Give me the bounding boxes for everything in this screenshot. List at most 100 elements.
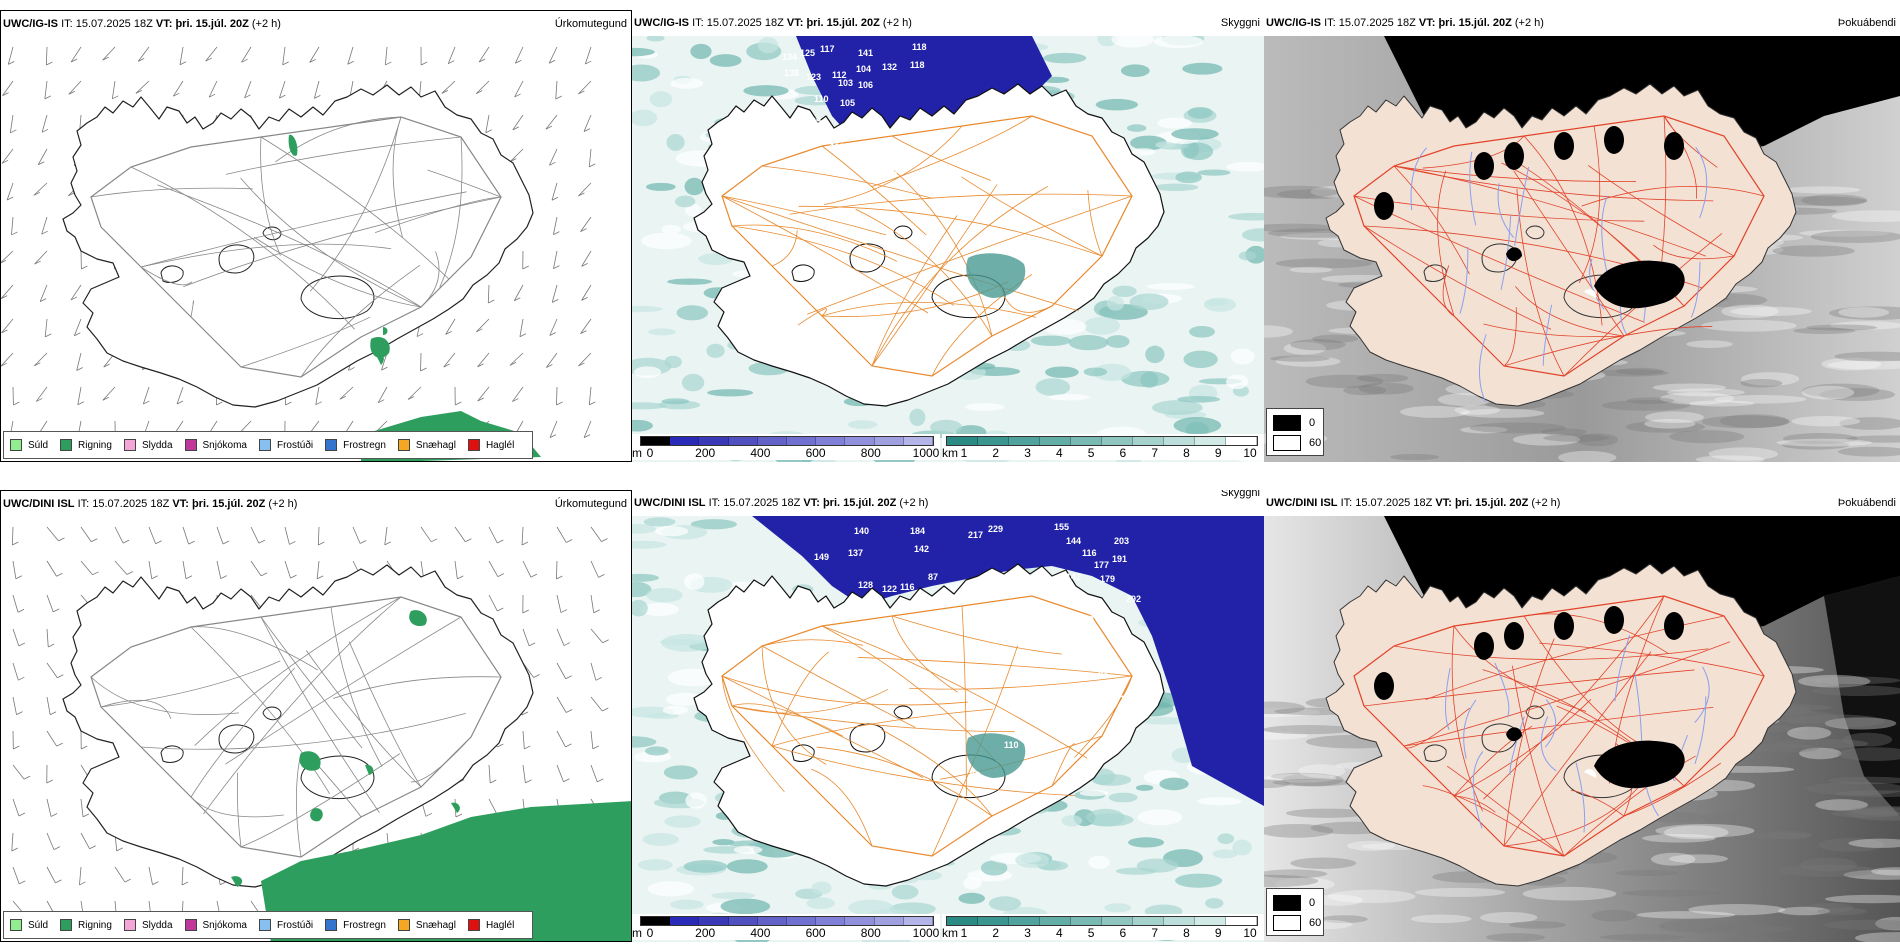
wind-barb bbox=[80, 832, 96, 850]
wind-barb-staff bbox=[114, 526, 124, 544]
legend-tick-label: 5 bbox=[1087, 926, 1095, 940]
visibility-cell bbox=[685, 792, 707, 809]
fog-swirl bbox=[1264, 707, 1320, 717]
wind-barb-flag bbox=[16, 711, 23, 716]
road bbox=[961, 176, 1103, 257]
visibility-cell bbox=[655, 526, 689, 537]
wind-barb-flag bbox=[318, 541, 325, 546]
wind-barb-flag bbox=[583, 128, 591, 132]
wind-barb-staff bbox=[590, 526, 602, 542]
wind-barb bbox=[475, 80, 490, 94]
precip-legend-label: Slydda bbox=[141, 919, 173, 931]
wind-barb-staff bbox=[478, 46, 490, 63]
river bbox=[1463, 699, 1477, 759]
wind-barb-staff bbox=[581, 284, 592, 301]
road bbox=[871, 186, 1048, 367]
visibility-cell bbox=[1173, 416, 1222, 435]
fog-swirl bbox=[1285, 808, 1369, 818]
visibility-cell bbox=[726, 859, 768, 874]
wind-barb-staff bbox=[114, 866, 126, 883]
fog-swirl bbox=[1817, 907, 1867, 916]
rain-area bbox=[299, 751, 321, 771]
visibility-cell bbox=[1088, 855, 1110, 869]
road bbox=[893, 170, 993, 337]
wind-barb-staff bbox=[12, 696, 17, 715]
wind-barb-staff bbox=[44, 80, 48, 99]
fog-swirl bbox=[1669, 854, 1728, 864]
fog-swirl bbox=[1732, 832, 1812, 839]
visibility-cell bbox=[632, 581, 652, 598]
fog-swirl bbox=[1721, 304, 1779, 319]
legend-ticks: 0 200 400 600 800 1000 bbox=[632, 926, 940, 940]
wind-barb bbox=[44, 80, 52, 100]
legend-color-step bbox=[1071, 437, 1102, 445]
fog-swirl bbox=[1486, 933, 1546, 942]
road bbox=[824, 125, 963, 206]
visibility-value-label: 144 bbox=[1066, 536, 1081, 546]
wind-barb-flag bbox=[525, 779, 532, 784]
wind-barb-flag bbox=[556, 401, 563, 406]
wind-barb-flag bbox=[6, 196, 14, 201]
panel-header: UWC/IG-IS IT: 15.07.2025 18Z VT: þri. 15… bbox=[1264, 10, 1900, 36]
fog-swirl bbox=[1664, 825, 1729, 840]
wind-barb-flag bbox=[89, 845, 96, 850]
wind-barb bbox=[556, 662, 572, 680]
wind-barb-staff bbox=[377, 386, 388, 403]
road bbox=[1393, 165, 1636, 182]
legend-color-step bbox=[1195, 437, 1226, 445]
fog-swirl bbox=[1275, 877, 1335, 892]
wind-barb-flag bbox=[13, 745, 20, 750]
fog-swirl bbox=[1810, 230, 1900, 243]
road bbox=[1512, 665, 1565, 857]
wind-barb-flag bbox=[378, 399, 385, 404]
wind-barb bbox=[44, 318, 52, 338]
wind-barb bbox=[551, 284, 559, 303]
road bbox=[1442, 265, 1455, 317]
road bbox=[190, 300, 195, 318]
wind-barb-flag bbox=[208, 93, 216, 98]
road bbox=[1503, 651, 1652, 847]
wind-barb-flag bbox=[478, 58, 486, 63]
wind-barb-staff bbox=[315, 386, 320, 405]
visibility-cell bbox=[1152, 400, 1203, 416]
wind-barb-flag bbox=[216, 401, 223, 406]
fog-swirl bbox=[1400, 405, 1470, 418]
visibility-value-label: 94 bbox=[1098, 670, 1108, 680]
wind-barb-staff bbox=[556, 696, 567, 713]
wind-barb bbox=[135, 80, 150, 94]
panel-field-name: Þokuábendi bbox=[1837, 17, 1896, 29]
wind-barb bbox=[590, 662, 603, 681]
fog-swirl bbox=[1774, 711, 1838, 724]
road bbox=[961, 605, 967, 796]
panel-field-name: Skyggni bbox=[1220, 17, 1260, 29]
wind-barb bbox=[407, 386, 422, 400]
wind-barb-flag bbox=[179, 61, 187, 66]
visibility-cell bbox=[632, 109, 658, 127]
wind-barb-flag bbox=[15, 575, 23, 580]
wind-barb-staff bbox=[208, 80, 218, 98]
visibility-value-label: 108 bbox=[1128, 648, 1143, 658]
river bbox=[1540, 716, 1557, 772]
legend-tick-label: 7 bbox=[1151, 446, 1158, 460]
road bbox=[140, 712, 466, 750]
wind-barb-staff bbox=[284, 526, 290, 545]
wind-barb bbox=[34, 250, 48, 265]
visibility-value-label: 110 bbox=[814, 94, 829, 104]
wind-barb-staff bbox=[46, 560, 57, 577]
visibility-cell bbox=[733, 845, 763, 855]
fog-swirl bbox=[1827, 360, 1900, 370]
wind-barb-flag bbox=[102, 56, 109, 61]
visibility-cell bbox=[743, 85, 789, 97]
fog-dense-area bbox=[1504, 142, 1524, 170]
precip-legend-item: Frostregn bbox=[325, 919, 386, 931]
wind-barb-staff bbox=[590, 628, 603, 644]
legend-color-step bbox=[978, 917, 1009, 925]
wind-barb-flag bbox=[122, 539, 130, 544]
wind-barb-flag bbox=[57, 674, 64, 679]
road bbox=[427, 169, 502, 198]
rain-area bbox=[375, 352, 384, 365]
road bbox=[203, 596, 402, 815]
legend-tick-label: 400 bbox=[750, 446, 771, 460]
visibility-cell bbox=[1238, 251, 1257, 261]
road bbox=[797, 308, 827, 326]
